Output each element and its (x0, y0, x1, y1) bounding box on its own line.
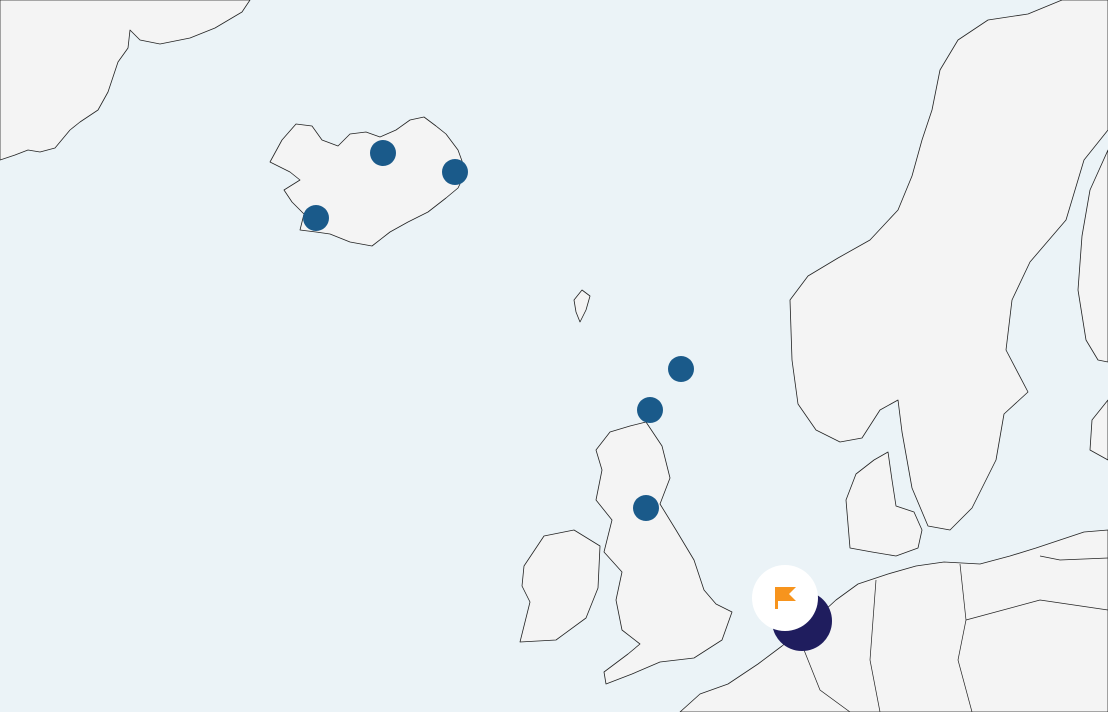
ireland (519, 529, 601, 643)
location-marker[interactable] (637, 397, 663, 423)
selected-pin[interactable] (752, 565, 818, 631)
location-marker[interactable] (442, 159, 468, 185)
location-marker[interactable] (370, 140, 396, 166)
location-marker[interactable] (668, 356, 694, 382)
great-britain (595, 421, 733, 685)
denmark (845, 451, 923, 557)
scandinavia (789, 0, 1108, 531)
flag (778, 587, 796, 601)
greenland (0, 0, 251, 161)
continental-europe (679, 529, 1108, 712)
country-borders (799, 555, 1108, 712)
flag-pole (775, 587, 778, 609)
faroe-islands (573, 289, 591, 323)
finland-south (1089, 399, 1108, 461)
location-marker[interactable] (303, 205, 329, 231)
finland (1077, 149, 1108, 363)
location-marker[interactable] (633, 495, 659, 521)
